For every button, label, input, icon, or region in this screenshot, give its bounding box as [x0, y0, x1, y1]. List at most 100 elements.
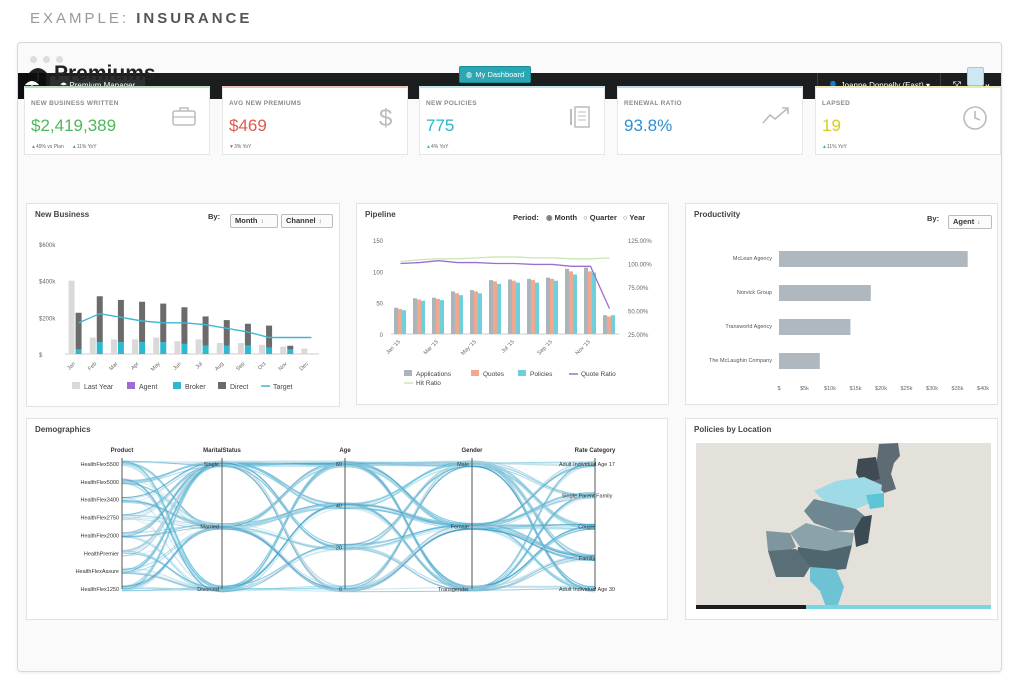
bar-policies: [592, 272, 596, 334]
data-line: [121, 527, 596, 592]
axis-value-label: 0: [339, 587, 342, 593]
window-dot-icon[interactable]: [43, 56, 50, 63]
channel-select-value: Channel: [286, 216, 316, 225]
period-select[interactable]: Month: [230, 214, 278, 228]
example-caption-prefix: EXAMPLE:: [30, 10, 130, 27]
data-line: [121, 464, 596, 593]
trend-icon: [762, 105, 790, 130]
y2-tick-label: 50.00%: [628, 310, 649, 316]
bar-quotes: [474, 291, 478, 334]
bar-broker: [202, 345, 209, 354]
bar-broker: [244, 345, 251, 354]
bar-last-year: [132, 339, 139, 354]
legend-swatch: [173, 382, 181, 389]
y-tick-label: $600k: [39, 243, 56, 249]
channel-select[interactable]: Channel: [281, 214, 333, 228]
axis-title: Age: [339, 448, 351, 454]
legend-swatch: [218, 382, 226, 389]
x-tick-label: $10k: [824, 386, 836, 392]
bar-policies: [554, 280, 558, 334]
data-line: [121, 465, 596, 591]
window-dot-icon[interactable]: [30, 56, 37, 63]
legend-swatch: [518, 370, 526, 376]
x-tick-label: Aug: [214, 361, 225, 372]
legend-label: Direct: [230, 384, 248, 391]
data-line: [121, 500, 596, 591]
bar-direct: [181, 307, 188, 344]
kpi-card[interactable]: AVG NEW PREMIUMS $469 ▼3% YoY $: [222, 86, 408, 155]
x-tick-label: Dec: [299, 361, 310, 372]
kpi-subtext-value: 4% YoY: [430, 144, 449, 150]
agent-select[interactable]: Agent: [948, 215, 992, 229]
y-category-label: Norvick Group: [737, 290, 772, 296]
kpi-card[interactable]: NEW POLICIES 775 ▲4% YoY: [419, 86, 605, 155]
period-label: Period:: [513, 213, 539, 222]
bar-broker: [96, 342, 103, 354]
period-radio-quarter[interactable]: ○ Quarter: [583, 213, 617, 222]
period-radio-month[interactable]: ◉ Month: [546, 213, 577, 222]
data-line: [121, 465, 596, 592]
axis-value-label: 60: [336, 462, 342, 468]
kpi-delta: ▲4% YoY: [426, 144, 448, 150]
bar-last-year: [280, 346, 287, 354]
bar-direct: [75, 312, 82, 350]
bar-productivity[interactable]: [779, 285, 871, 301]
y-tick-label: $200k: [39, 316, 56, 322]
legend-label: Hit Ratio: [416, 380, 441, 387]
pipeline-chart: 150 100 50 0 125.00% 100.00% 75.00% 50.00% 25.00…: [373, 239, 652, 387]
bar-agent: [139, 353, 146, 354]
bar-policies: [516, 282, 520, 334]
data-line: [121, 465, 596, 588]
x-tick-label: Jul: [195, 361, 204, 370]
calendar-icon[interactable]: [967, 67, 984, 86]
kpi-card[interactable]: LAPSED 19 ▲11% YoY: [815, 86, 1001, 155]
fullscreen-icon[interactable]: ⤧: [943, 73, 971, 99]
x-tick-label: $30k: [926, 386, 938, 392]
kpi-card[interactable]: RENEWAL RATIO 93.8%: [617, 86, 803, 155]
data-line: [121, 462, 596, 591]
example-caption: EXAMPLE: INSURANCE: [30, 10, 252, 27]
my-dashboard-label: My Dashboard: [475, 70, 525, 79]
kpi-card[interactable]: NEW BUSINESS WRITTEN $2,419,389 ▲49% vs Pl…: [24, 86, 210, 155]
legend-label: Quotes: [483, 371, 505, 378]
briefcase-icon: [171, 105, 197, 132]
bar-agent: [75, 353, 82, 354]
my-dashboard-button[interactable]: ◍ My Dashboard: [459, 66, 531, 83]
bar-direct: [223, 320, 230, 346]
bar-agent: [160, 353, 167, 354]
location-map[interactable]: [686, 419, 999, 621]
window-dot-icon[interactable]: [56, 56, 63, 63]
bar-last-year: [237, 343, 244, 354]
legend-label: Policies: [530, 371, 553, 378]
data-line: [121, 460, 596, 590]
by-label: By:: [927, 214, 940, 223]
legend-label: Last Year: [84, 384, 114, 391]
dollar-icon: $: [377, 105, 395, 136]
y-tick-label: $400k: [39, 280, 56, 286]
axis-value-label: HealthFlex2750: [80, 516, 119, 522]
bar-productivity[interactable]: [779, 353, 820, 369]
kpi-subtext-value: 11% YoY: [826, 144, 847, 150]
bar-last-year: [68, 280, 75, 354]
x-tick-label: Jan: [66, 361, 77, 372]
umbrella-icon: [29, 68, 47, 83]
axis-value-label: HealthFlex2000: [80, 533, 119, 539]
legend-swatch: [127, 382, 135, 389]
data-line: [121, 462, 596, 549]
arrow-up-icon: ▲: [31, 144, 36, 150]
kpi-label: NEW POLICIES: [426, 100, 477, 107]
data-line: [121, 463, 596, 591]
period-radio-group: ◉ Month ○ Quarter ○ Year: [546, 213, 645, 222]
period-radio-year[interactable]: ○ Year: [623, 213, 645, 222]
data-line: [121, 462, 596, 591]
y2-tick-label: 100.00%: [628, 263, 652, 269]
agent-select-value: Agent: [953, 217, 975, 226]
bar-productivity[interactable]: [779, 251, 968, 267]
productivity-chart: McLean Agency Norvick Group Transworld Age…: [709, 251, 989, 392]
legend-swatch: [404, 370, 412, 376]
bar-productivity[interactable]: [779, 319, 851, 335]
x-tick-label: Oct: [257, 361, 268, 372]
data-line: [121, 462, 596, 528]
kpi-subtext: ▲4% YoY: [426, 144, 448, 150]
bar-direct: [266, 325, 273, 348]
